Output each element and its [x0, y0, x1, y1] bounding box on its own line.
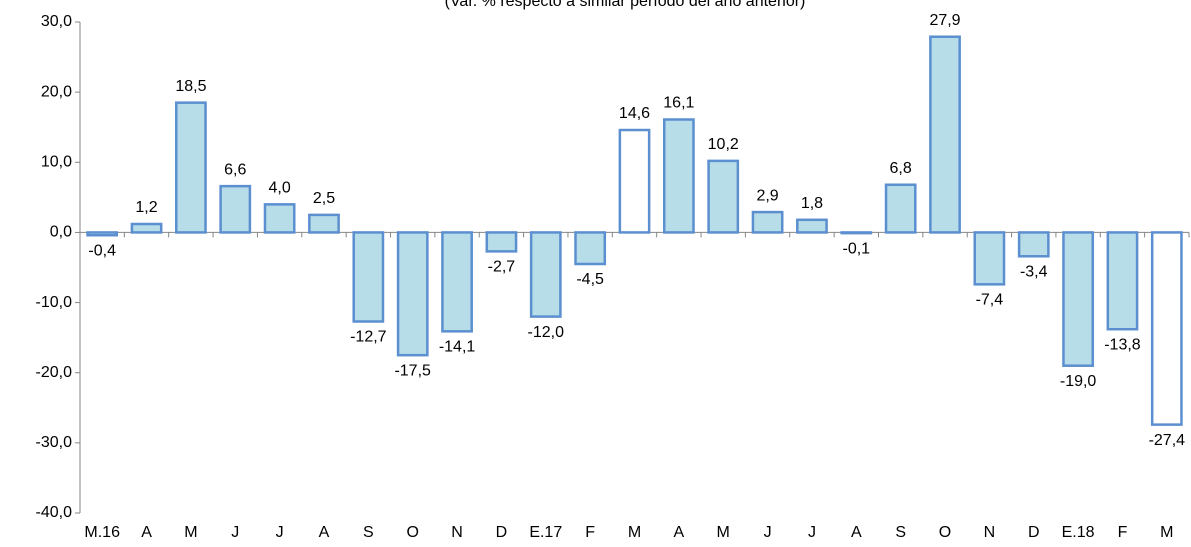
- y-tick-label: -30,0: [36, 434, 73, 451]
- data-label: 2,9: [756, 187, 778, 204]
- data-label: -19,0: [1060, 373, 1097, 390]
- x-tick-label: D: [1028, 524, 1040, 541]
- bar: [86, 231, 119, 237]
- x-tick-label: J: [231, 524, 239, 541]
- data-label: 1,8: [801, 195, 823, 212]
- data-label: -12,7: [350, 329, 387, 346]
- x-tick-label: J: [808, 524, 816, 541]
- x-tick-label: M: [628, 524, 641, 541]
- y-tick-label: 30,0: [41, 13, 72, 30]
- data-label: -12,0: [528, 324, 565, 341]
- data-label: -13,8: [1104, 336, 1141, 353]
- bar: [1017, 231, 1050, 258]
- x-tick-label: A: [851, 524, 862, 541]
- data-label: -4,5: [576, 271, 604, 288]
- x-tick-label: M.16: [84, 524, 120, 541]
- data-label: -27,4: [1149, 432, 1186, 449]
- x-tick-label: A: [319, 524, 330, 541]
- data-label: 16,1: [663, 95, 694, 112]
- x-tick-label: F: [585, 524, 595, 541]
- data-label: 18,5: [175, 78, 206, 95]
- bar: [973, 231, 1006, 286]
- data-label: 27,9: [929, 12, 960, 29]
- data-label: 14,6: [619, 105, 650, 122]
- bar: [219, 184, 252, 234]
- y-tick-label: 10,0: [41, 154, 72, 171]
- x-tick-label: A: [141, 524, 152, 541]
- data-label: 10,2: [708, 136, 739, 153]
- y-tick-label: 20,0: [41, 83, 72, 100]
- y-tick-label: -10,0: [36, 294, 73, 311]
- x-tick-label: E.17: [529, 524, 562, 541]
- bar: [396, 231, 429, 357]
- y-tick-label: -40,0: [36, 504, 73, 521]
- bar: [529, 231, 562, 318]
- data-label: 2,5: [313, 190, 335, 207]
- data-label: -7,4: [976, 292, 1004, 309]
- x-tick-label: M: [184, 524, 197, 541]
- bar: [1150, 231, 1183, 426]
- x-tick-label: J: [764, 524, 772, 541]
- bar: [840, 231, 873, 235]
- bar: [796, 218, 828, 234]
- bar: [618, 128, 651, 234]
- bar: [751, 210, 784, 234]
- data-label: 6,6: [224, 161, 246, 178]
- x-tick-label: O: [406, 524, 418, 541]
- bar: [130, 222, 163, 234]
- bar: [662, 118, 695, 234]
- data-label: -0,1: [843, 240, 871, 257]
- x-tick-label: E.18: [1062, 524, 1095, 541]
- x-tick-label: F: [1118, 524, 1128, 541]
- bar: [1106, 231, 1139, 331]
- x-tick-label: M: [717, 524, 730, 541]
- bar: [175, 101, 207, 234]
- data-label: -14,1: [439, 339, 476, 356]
- data-label: -0,4: [88, 242, 116, 259]
- data-label: -2,7: [488, 259, 516, 276]
- x-tick-label: N: [984, 524, 996, 541]
- bar: [263, 203, 296, 234]
- data-label: -3,4: [1020, 263, 1048, 280]
- bar: [441, 231, 473, 333]
- data-label: 6,8: [890, 160, 912, 177]
- x-tick-label: S: [363, 524, 374, 541]
- data-label: 1,2: [135, 199, 157, 216]
- x-tick-label: M: [1160, 524, 1173, 541]
- bar: [574, 231, 607, 266]
- bar: [352, 231, 385, 323]
- y-tick-label: -20,0: [36, 364, 73, 381]
- data-label: -17,5: [394, 362, 431, 379]
- x-tick-label: O: [939, 524, 951, 541]
- bar: [485, 231, 518, 253]
- x-tick-label: A: [674, 524, 685, 541]
- x-tick-label: S: [895, 524, 906, 541]
- chart-subtitle: (Var. % respecto a similar período del a…: [445, 0, 806, 10]
- bar: [308, 213, 340, 234]
- y-tick-label: 0,0: [50, 224, 72, 241]
- x-tick-label: N: [451, 524, 463, 541]
- bar: [929, 35, 961, 234]
- data-label: 4,0: [268, 180, 290, 197]
- bar: [884, 183, 917, 234]
- x-tick-label: D: [496, 524, 508, 541]
- bar: [1062, 231, 1094, 367]
- bar: [707, 159, 740, 234]
- x-tick-label: J: [276, 524, 284, 541]
